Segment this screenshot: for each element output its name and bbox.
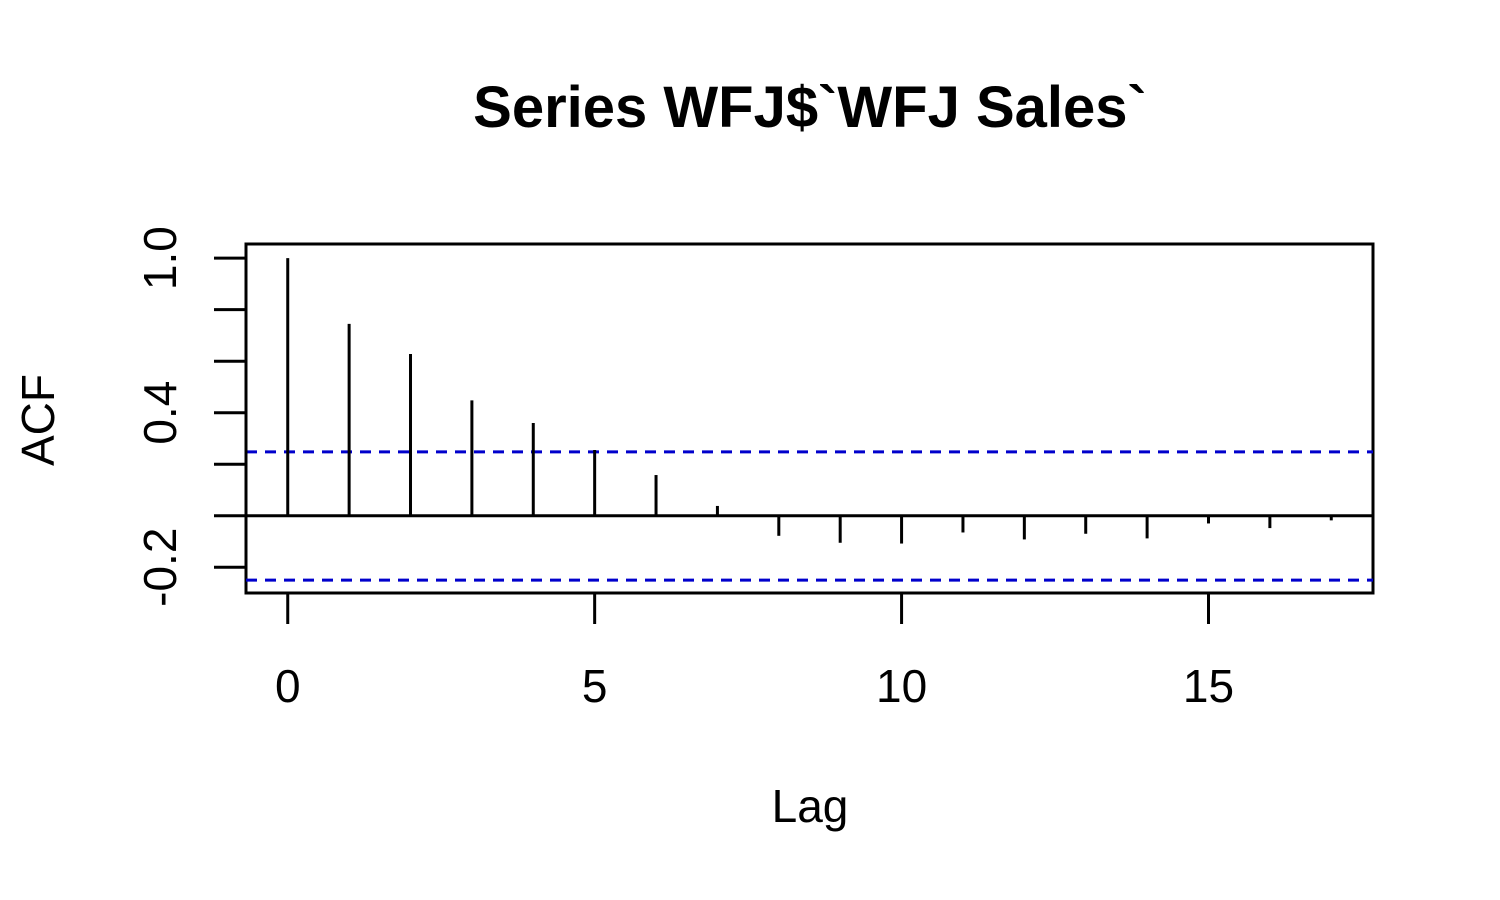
y-tick-label: -0.2 [134, 528, 186, 607]
y-axis-title: ACF [12, 374, 64, 466]
x-tick-label: 15 [1183, 660, 1234, 712]
x-tick-label: 10 [876, 660, 927, 712]
plot-frame [244, 242, 1375, 595]
x-axis-title: Lag [772, 780, 849, 832]
x-tick-label: 5 [582, 660, 608, 712]
y-tick-label: 0.4 [134, 381, 186, 445]
x-tick-label: 0 [275, 660, 301, 712]
y-tick-label: 1.0 [134, 226, 186, 290]
chart-title: Series WFJ$`WFJ Sales` [473, 75, 1147, 140]
